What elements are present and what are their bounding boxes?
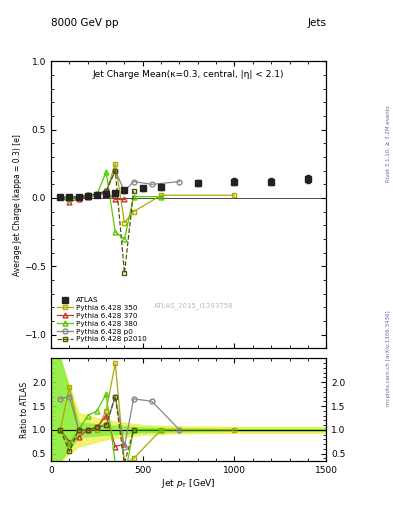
Text: ATLAS_2015_I1393758: ATLAS_2015_I1393758 [154,302,234,309]
Text: mcplots.cern.ch [arXiv:1306.3436]: mcplots.cern.ch [arXiv:1306.3436] [386,311,391,406]
Text: Jets: Jets [307,18,326,28]
Text: Rivet 3.1.10, ≥ 3.2M events: Rivet 3.1.10, ≥ 3.2M events [386,105,391,182]
Text: Jet Charge Mean(κ=0.3, central, |η| < 2.1): Jet Charge Mean(κ=0.3, central, |η| < 2.… [93,70,285,79]
Text: 8000 GeV pp: 8000 GeV pp [51,18,119,28]
X-axis label: Jet $p_\mathrm{T}$ [GeV]: Jet $p_\mathrm{T}$ [GeV] [161,477,216,490]
Legend: ATLAS, Pythia 6.428 350, Pythia 6.428 370, Pythia 6.428 380, Pythia 6.428 p0, Py: ATLAS, Pythia 6.428 350, Pythia 6.428 37… [55,295,149,345]
Y-axis label: Average Jet Charge (kappa = 0.3) [e]: Average Jet Charge (kappa = 0.3) [e] [13,134,22,276]
Y-axis label: Ratio to ATLAS: Ratio to ATLAS [20,381,29,438]
